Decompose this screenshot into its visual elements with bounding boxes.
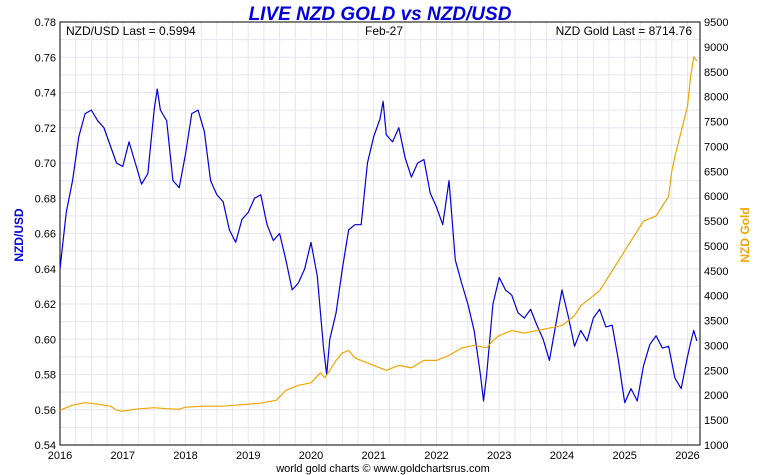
header-left-last-value: NZD/USD Last = 0.5994	[66, 24, 196, 38]
left-tick-label: 0.60	[35, 334, 56, 346]
right-tick-label: 7500	[704, 117, 728, 129]
right-tick-label: 8000	[704, 92, 728, 104]
right-tick-label: 3500	[704, 316, 728, 328]
left-tick-label: 0.56	[35, 405, 56, 417]
right-tick-label: 1500	[704, 415, 728, 427]
left-tick-label: 0.64	[35, 264, 56, 276]
right-tick-label: 1000	[704, 440, 728, 452]
right-tick-label: 9000	[704, 42, 728, 54]
x-tick-label: 2025	[612, 450, 636, 462]
chart-title: LIVE NZD GOLD vs NZD/USD	[249, 4, 512, 25]
x-tick-label: 2023	[487, 450, 511, 462]
left-tick-label: 0.74	[35, 88, 56, 100]
right-tick-label: 2500	[704, 365, 728, 377]
left-tick-label: 0.66	[35, 229, 56, 241]
x-tick-label: 2024	[550, 450, 574, 462]
left-tick-label: 0.70	[35, 158, 56, 170]
right-tick-label: 4000	[704, 291, 728, 303]
right-tick-label: 8500	[704, 67, 728, 79]
x-tick-label: 2018	[173, 450, 197, 462]
right-tick-label: 5000	[704, 241, 728, 253]
right-axis-ticks: 1000 1500 2000 2500 3000 3500 4000 4500 5000 5500…	[704, 17, 728, 452]
right-tick-label: 5500	[704, 216, 728, 228]
x-tick-label: 2016	[48, 450, 72, 462]
left-tick-label: 0.58	[35, 370, 56, 382]
footer-credit: world gold charts © www.goldchartsrus.co…	[275, 463, 490, 475]
right-tick-label: 6500	[704, 166, 728, 178]
left-tick-label: 0.72	[35, 123, 56, 135]
x-tick-label: 2021	[361, 450, 385, 462]
x-tick-label: 2022	[424, 450, 448, 462]
left-tick-label: 0.78	[35, 17, 56, 29]
x-tick-label: 2026	[675, 450, 699, 462]
right-tick-label: 4500	[704, 266, 728, 278]
left-axis-ticks: 0.54 0.56 0.58 0.60 0.62 0.64 0.66 0.68 0.70 0.72…	[35, 17, 56, 452]
header-right-last-value: NZD Gold Last = 8714.76	[556, 24, 693, 38]
right-tick-label: 2000	[704, 390, 728, 402]
left-tick-label: 0.76	[35, 52, 56, 64]
series-line-nzd-gold	[59, 56, 698, 412]
x-tick-label: 2020	[299, 450, 323, 462]
series-layer	[59, 56, 698, 412]
x-tick-label: 2019	[236, 450, 260, 462]
left-tick-label: 0.62	[35, 299, 56, 311]
series-line-nzdusd	[59, 88, 698, 404]
left-tick-label: 0.68	[35, 193, 56, 205]
left-tick-label: 0.54	[35, 440, 56, 452]
plot-frame	[59, 21, 701, 446]
grid	[59, 21, 700, 446]
right-axis-label: NZD Gold	[738, 207, 752, 262]
x-axis-ticks: 2016 2017 2018 2019 2020 2021 2022 2023 2024 2025…	[48, 450, 700, 462]
right-tick-label: 3000	[704, 340, 728, 352]
right-tick-label: 9500	[704, 17, 728, 29]
header-date: Feb-27	[365, 24, 403, 38]
x-tick-label: 2017	[111, 450, 135, 462]
left-axis-label: NZD/USD	[12, 208, 26, 262]
right-tick-label: 7000	[704, 141, 728, 153]
right-tick-label: 6000	[704, 191, 728, 203]
